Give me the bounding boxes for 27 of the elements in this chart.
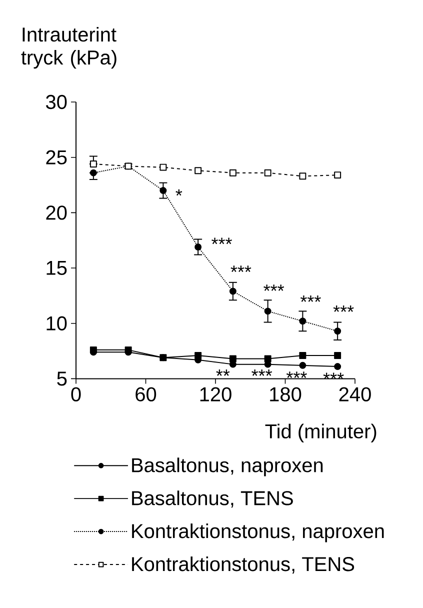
legend-label: Kontraktionstonus, TENS xyxy=(132,556,354,574)
annotation: * xyxy=(176,189,182,196)
annotation: *** xyxy=(286,372,307,378)
legend-label: Basaltonus, TENS xyxy=(132,490,293,508)
legend-label: Kontraktionstonus, naproxen xyxy=(132,524,384,542)
x-tick-label: 180 xyxy=(270,387,302,402)
x-axis-title: Tid (minuter) xyxy=(265,424,376,442)
y-tick-label: 30 xyxy=(46,94,67,110)
annotation: *** xyxy=(252,370,272,376)
annotation: *** xyxy=(300,296,321,302)
annotation: ** xyxy=(216,370,230,376)
y-tick-label: 25 xyxy=(46,150,67,164)
y-tick-label: 5 xyxy=(57,372,67,386)
x-tick-label: 240 xyxy=(339,387,371,402)
annotation: *** xyxy=(264,284,284,291)
y-tick-label: 15 xyxy=(46,261,67,276)
y-tick-label: 10 xyxy=(46,316,67,330)
y-axis-title: Intrauterint tryck (kPa) xyxy=(21,26,116,69)
annotation: *** xyxy=(323,372,344,380)
annotation: *** xyxy=(333,306,354,312)
x-tick-label: 120 xyxy=(200,387,232,402)
legend-label: Basaltonus, naproxen xyxy=(132,458,323,476)
x-tick-label: 60 xyxy=(136,387,156,402)
x-tick-label: 0 xyxy=(71,387,81,402)
annotation: *** xyxy=(230,266,252,272)
annotation: *** xyxy=(212,238,232,244)
y-tick-label: 20 xyxy=(46,206,67,220)
